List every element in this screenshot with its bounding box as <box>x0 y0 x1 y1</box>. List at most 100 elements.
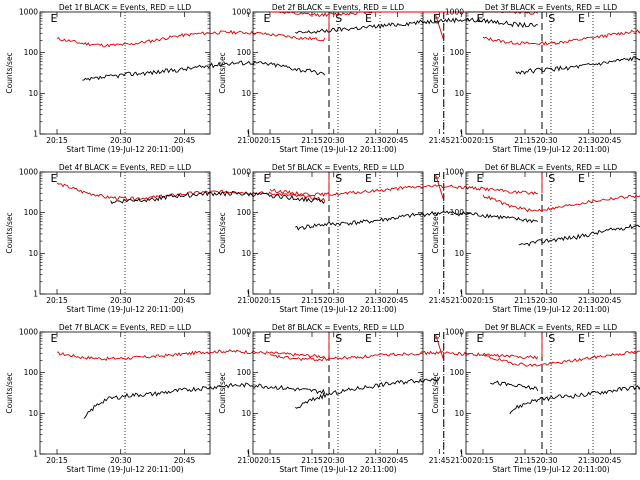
y-tick-label: 10 <box>454 89 464 98</box>
x-tick-label: 20:15 <box>259 296 281 305</box>
panel-det-4: Det 4f BLACK = Events, RED = LLD 1 10 100 10… <box>5 163 451 314</box>
panel-title: Det 6f BLACK = Events, RED = LLD <box>485 163 618 172</box>
series-lld-line <box>56 182 326 202</box>
y-tick-label: 10 <box>241 89 251 98</box>
y-tick-label: 100 <box>24 48 39 57</box>
x-tick-label: 20:30 <box>536 296 558 305</box>
x-tick-label: 21:15 <box>514 296 536 305</box>
panel-det-8: Det 8f BLACK = Events, RED = LLD 1 10 100 10… <box>218 323 600 474</box>
y-tick-label: 100 <box>237 368 252 377</box>
y-tick-label: 100 <box>450 48 465 57</box>
x-tick-label: 21:45 <box>429 136 451 145</box>
y-tick-label: 100 <box>450 208 465 217</box>
x-tick-label: 20:45 <box>387 456 409 465</box>
y-tick-label: 1000 <box>232 8 251 17</box>
y-axis-label: Counts/sec <box>431 372 440 413</box>
x-tick-label: 20:30 <box>110 296 132 305</box>
x-tick-label: 20:15 <box>46 296 68 305</box>
x-axis-label: Start Time (19-Jul-12 20:11:00) <box>279 145 396 154</box>
x-axis-label: Start Time (19-Jul-12 20:11:00) <box>492 145 609 154</box>
y-tick-label: 1 <box>459 290 464 299</box>
x-tick-label: 21:15 <box>301 296 323 305</box>
y-tick-label: 100 <box>24 208 39 217</box>
y-tick-label: 1 <box>246 130 251 139</box>
series-events-line <box>515 56 640 75</box>
series-events-line <box>518 223 640 247</box>
x-tick-label: 20:30 <box>536 136 558 145</box>
x-tick-label: 20:15 <box>259 456 281 465</box>
y-axis-label: Counts/sec <box>5 372 14 413</box>
x-tick-label: 20:15 <box>472 456 494 465</box>
y-tick-label: 10 <box>454 249 464 258</box>
panel-title: Det 7f BLACK = Events, RED = LLD <box>59 323 192 332</box>
series-lld-line <box>482 29 640 46</box>
y-tick-label: 1 <box>33 450 38 459</box>
panel-title: Det 4f BLACK = Events, RED = LLD <box>59 163 192 172</box>
panel-title: Det 9f BLACK = Events, RED = LLD <box>485 323 618 332</box>
y-axis-label: Counts/sec <box>431 52 440 93</box>
x-tick-label: 20:45 <box>174 136 196 145</box>
series-events-line <box>295 17 538 34</box>
y-tick-label: 1 <box>246 290 251 299</box>
marker-label: E <box>365 332 372 345</box>
x-tick-label: 21:45 <box>429 296 451 305</box>
y-tick-label: 1000 <box>232 168 251 177</box>
series-lld-line <box>269 184 538 198</box>
marker-label: E <box>264 12 271 25</box>
x-tick-label: 20:30 <box>536 456 558 465</box>
marker-label: E <box>477 332 484 345</box>
panel-det-7: Det 7f BLACK = Events, RED = LLD 1 10 100 10… <box>5 323 451 474</box>
series-lld-line <box>482 350 640 367</box>
x-tick-label: 20:15 <box>472 136 494 145</box>
x-axis-label: Start Time (19-Jul-12 20:11:00) <box>66 305 183 314</box>
y-tick-label: 10 <box>28 249 38 258</box>
y-tick-label: 100 <box>450 368 465 377</box>
series-lld-line <box>270 11 539 18</box>
x-tick-label: 20:45 <box>600 136 622 145</box>
marker-label: S <box>335 12 342 25</box>
x-tick-label: 21:15 <box>514 456 536 465</box>
x-tick-label: 20:45 <box>387 296 409 305</box>
y-tick-label: 1 <box>459 130 464 139</box>
series-events-line <box>509 385 640 415</box>
x-tick-label: 20:45 <box>174 456 196 465</box>
panel-det-9: Det 9f BLACK = Events, RED = LLD 1 10 100 10… <box>431 323 640 474</box>
marker-label: E <box>365 172 372 185</box>
marker-label: S <box>548 172 555 185</box>
panel-det-6: Det 6f BLACK = Events, RED = LLD 1 10 100 10… <box>431 163 640 314</box>
y-tick-label: 1000 <box>19 328 38 337</box>
x-tick-label: 20:30 <box>110 456 132 465</box>
y-axis-label: Counts/sec <box>5 52 14 93</box>
series-events-line <box>295 376 539 409</box>
panel-title: Det 3f BLACK = Events, RED = LLD <box>485 3 618 12</box>
y-tick-label: 1000 <box>445 328 464 337</box>
x-tick-label: 20:45 <box>174 296 196 305</box>
y-tick-label: 100 <box>237 48 252 57</box>
x-tick-label: 20:45 <box>387 136 409 145</box>
x-tick-label: 20:15 <box>472 296 494 305</box>
series-lld-line <box>56 29 326 48</box>
series-events-line <box>83 382 326 419</box>
y-tick-label: 1000 <box>232 328 251 337</box>
y-axis-label: Counts/sec <box>5 212 14 253</box>
y-tick-label: 1000 <box>445 168 464 177</box>
marker-label: E <box>365 12 372 25</box>
y-tick-label: 1000 <box>19 168 38 177</box>
x-tick-label: 20:30 <box>323 456 345 465</box>
y-tick-label: 10 <box>241 409 251 418</box>
x-tick-label: 20:30 <box>110 136 132 145</box>
marker-label: S <box>548 12 555 25</box>
x-tick-label: 21:00 <box>450 456 472 465</box>
marker-label: E <box>477 12 484 25</box>
x-axis-label: Start Time (19-Jul-12 20:11:00) <box>279 305 396 314</box>
marker-label: S <box>335 332 342 345</box>
y-axis-label: Counts/sec <box>218 372 227 413</box>
marker-label: E <box>51 12 58 25</box>
series-lld-tail <box>434 173 445 201</box>
x-tick-label: 20:30 <box>323 136 345 145</box>
marker-label: E <box>477 172 484 185</box>
x-tick-label: 21:30 <box>578 456 600 465</box>
x-axis-label: Start Time (19-Jul-12 20:11:00) <box>492 465 609 474</box>
marker-label: S <box>335 172 342 185</box>
y-tick-label: 1 <box>459 450 464 459</box>
